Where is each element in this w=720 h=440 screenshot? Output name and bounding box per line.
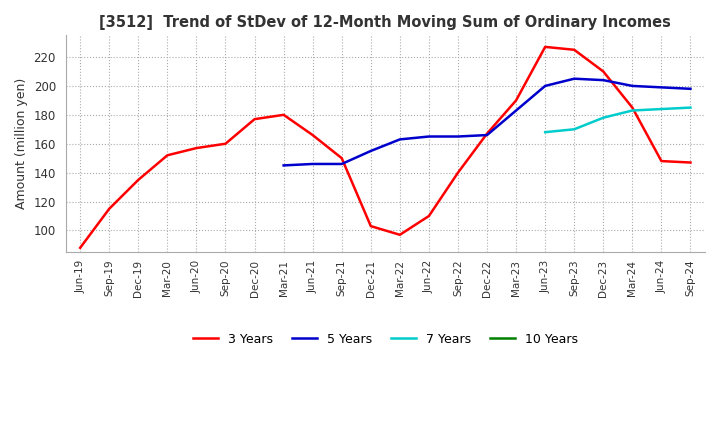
7 Years [628, 108, 636, 113]
5 Years [395, 137, 404, 142]
5 Years [482, 132, 491, 138]
3 Years [134, 177, 143, 183]
5 Years [599, 77, 608, 83]
5 Years [570, 76, 579, 81]
3 Years [163, 153, 171, 158]
Legend: 3 Years, 5 Years, 7 Years, 10 Years: 3 Years, 5 Years, 7 Years, 10 Years [188, 328, 582, 351]
Line: 7 Years: 7 Years [545, 108, 690, 132]
3 Years [366, 224, 375, 229]
3 Years [308, 132, 317, 138]
5 Years [425, 134, 433, 139]
3 Years [482, 131, 491, 136]
3 Years [76, 245, 84, 250]
3 Years [425, 213, 433, 219]
3 Years [395, 232, 404, 238]
5 Years [541, 83, 549, 88]
3 Years [599, 69, 608, 74]
5 Years [686, 86, 695, 92]
5 Years [657, 85, 666, 90]
7 Years [570, 127, 579, 132]
5 Years [308, 161, 317, 167]
3 Years [657, 158, 666, 164]
Line: 5 Years: 5 Years [284, 79, 690, 165]
5 Years [338, 161, 346, 167]
3 Years [105, 206, 114, 211]
3 Years [570, 47, 579, 52]
7 Years [541, 129, 549, 135]
Title: [3512]  Trend of StDev of 12-Month Moving Sum of Ordinary Incomes: [3512] Trend of StDev of 12-Month Moving… [99, 15, 671, 30]
3 Years [192, 146, 201, 151]
3 Years [251, 117, 259, 122]
7 Years [657, 106, 666, 112]
Y-axis label: Amount (million yen): Amount (million yen) [15, 78, 28, 209]
3 Years [279, 112, 288, 117]
5 Years [512, 108, 521, 113]
7 Years [686, 105, 695, 110]
3 Years [628, 105, 636, 110]
5 Years [279, 163, 288, 168]
3 Years [338, 156, 346, 161]
5 Years [628, 83, 636, 88]
3 Years [541, 44, 549, 50]
3 Years [221, 141, 230, 147]
5 Years [454, 134, 462, 139]
Line: 3 Years: 3 Years [80, 47, 690, 248]
3 Years [454, 170, 462, 175]
3 Years [512, 98, 521, 103]
3 Years [686, 160, 695, 165]
5 Years [366, 148, 375, 154]
7 Years [599, 115, 608, 121]
